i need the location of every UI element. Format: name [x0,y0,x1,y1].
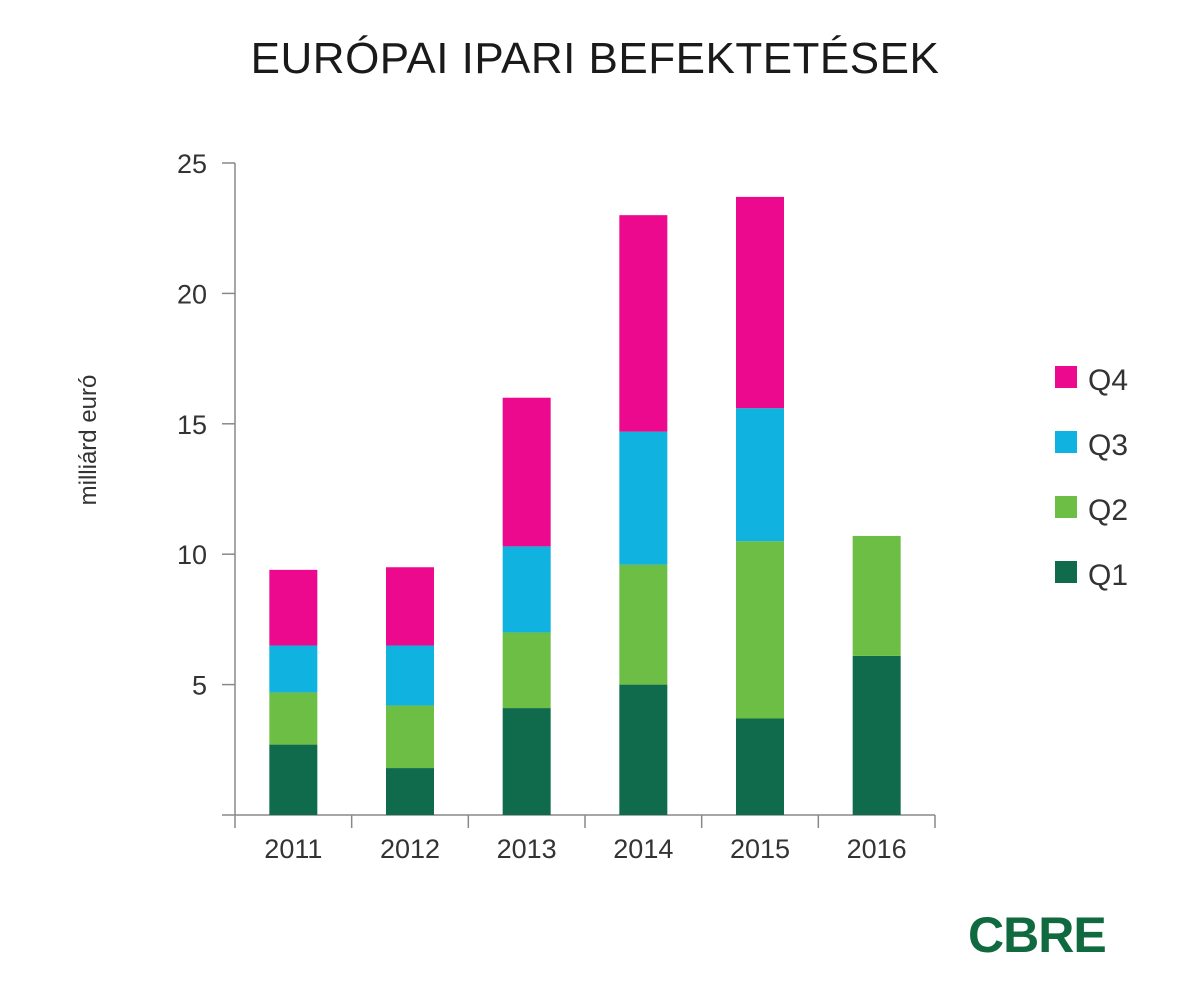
x-tick-label: 2013 [497,834,557,864]
legend-swatch-q4 [1055,366,1077,388]
bar-q2-2011 [269,692,318,745]
bar-q3-2013 [502,546,551,633]
y-tick-label: 15 [177,410,207,440]
bar-q3-2015 [736,408,784,542]
legend-swatch-q3 [1055,431,1077,453]
bar-q1-2015 [736,718,784,815]
x-tick-label: 2016 [847,834,907,864]
bar-q2-2014 [619,564,668,685]
bar-q2-2015 [736,541,784,719]
bar-q3-2014 [619,431,668,565]
bar-q4-2014 [619,215,668,432]
x-tick-label: 2014 [613,834,673,864]
cbre-logo: CBRE [968,907,1107,963]
y-tick-label: 10 [177,540,207,570]
legend-swatch-q1 [1055,561,1077,583]
x-tick-label: 2011 [264,834,322,864]
chart-title: EURÓPAI IPARI BEFEKTETÉSEK [250,34,940,83]
y-axis-label: milliárd euró [75,375,102,506]
y-tick-label: 20 [177,279,207,309]
y-tick-label: 25 [177,149,207,179]
legend-label-q3: Q3 [1088,429,1128,462]
bar-q4-2013 [502,397,551,547]
bar-q1-2011 [269,744,318,815]
bar-q3-2011 [269,645,318,693]
bar-q4-2015 [736,196,784,409]
bar-q2-2016 [852,535,901,656]
bar-q2-2012 [386,705,434,769]
bar-q1-2012 [386,768,434,815]
bar-q1-2016 [852,655,901,815]
legend-label-q2: Q2 [1088,494,1128,527]
bar-q4-2011 [269,569,318,646]
bar-q3-2012 [386,645,434,706]
bar-q4-2012 [386,567,434,646]
legend-label-q1: Q1 [1088,559,1128,592]
bar-q1-2013 [502,708,551,815]
x-tick-label: 2015 [730,834,790,864]
bar-q1-2014 [619,684,668,815]
y-tick-label: 5 [192,671,207,701]
bar-q2-2013 [502,632,551,709]
legend-label-q4: Q4 [1088,364,1128,397]
legend-swatch-q2 [1055,496,1077,518]
x-tick-label: 2012 [380,834,440,864]
